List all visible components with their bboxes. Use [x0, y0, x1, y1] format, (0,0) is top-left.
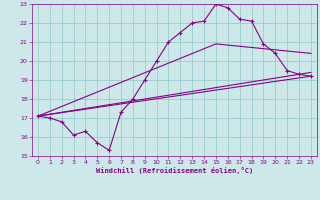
- X-axis label: Windchill (Refroidissement éolien,°C): Windchill (Refroidissement éolien,°C): [96, 167, 253, 174]
